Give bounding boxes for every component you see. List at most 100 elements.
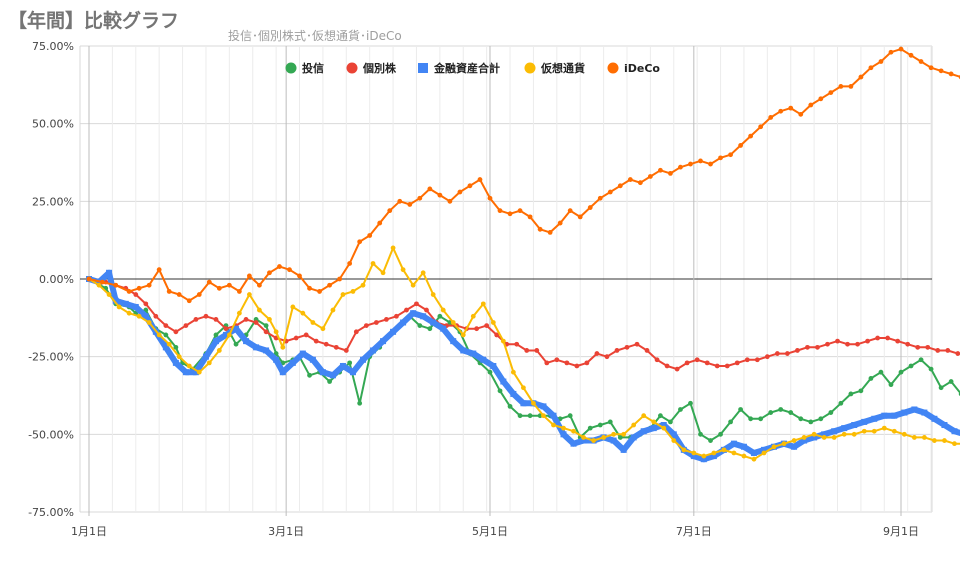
data-point xyxy=(764,354,770,360)
y-tick-label: 50.00% xyxy=(32,118,74,131)
data-point xyxy=(928,65,934,71)
data-point xyxy=(654,357,660,363)
data-point xyxy=(868,376,874,381)
data-point xyxy=(664,363,670,369)
data-point xyxy=(701,453,707,459)
data-point xyxy=(427,186,433,192)
data-point xyxy=(226,332,232,338)
data-point xyxy=(400,267,406,273)
data-point xyxy=(587,205,593,210)
data-point xyxy=(99,279,105,285)
data-point xyxy=(891,412,898,419)
data-point xyxy=(821,431,828,438)
data-point xyxy=(186,298,192,304)
data-point xyxy=(497,208,503,214)
data-point xyxy=(731,450,737,456)
data-point xyxy=(427,326,433,332)
legend-label: 仮想通貨 xyxy=(540,61,585,75)
data-point xyxy=(216,348,222,353)
data-point xyxy=(931,415,938,422)
data-point xyxy=(951,428,958,435)
data-point xyxy=(193,316,199,322)
data-point xyxy=(517,413,523,419)
data-point xyxy=(798,416,804,422)
data-point xyxy=(740,443,747,450)
data-point xyxy=(614,348,620,353)
data-point xyxy=(287,267,292,273)
data-point xyxy=(537,226,543,232)
data-point xyxy=(307,285,312,291)
data-point xyxy=(620,446,627,453)
x-tick-label: 1月1日 xyxy=(71,525,107,538)
data-point xyxy=(437,313,443,319)
y-axis-ticks: 75.00% 50.00% 25.00% 0.00% -25.00% -50.00% -75… xyxy=(28,40,74,519)
data-point xyxy=(494,332,500,338)
data-point xyxy=(818,96,824,102)
data-point xyxy=(143,301,149,307)
data-point xyxy=(730,440,737,447)
data-point xyxy=(340,292,346,297)
data-point xyxy=(788,105,794,111)
data-point xyxy=(805,344,810,350)
data-point xyxy=(828,410,834,415)
data-point xyxy=(570,440,577,447)
data-point xyxy=(113,282,119,288)
data-point xyxy=(678,164,683,170)
data-point xyxy=(236,310,242,316)
data-point xyxy=(861,418,868,425)
data-point xyxy=(447,198,453,204)
data-point xyxy=(360,356,367,363)
data-point xyxy=(861,428,867,434)
data-point xyxy=(698,158,703,164)
data-point xyxy=(474,326,480,332)
data-point xyxy=(624,344,630,350)
data-point xyxy=(112,297,119,304)
data-point xyxy=(835,338,840,344)
data-point xyxy=(888,382,894,388)
data-point xyxy=(394,313,399,319)
data-point xyxy=(186,363,192,369)
data-point xyxy=(303,332,309,338)
data-point xyxy=(871,428,877,434)
data-point xyxy=(317,289,322,294)
data-point xyxy=(450,338,457,345)
data-point xyxy=(678,407,683,412)
data-point xyxy=(267,316,272,322)
data-point xyxy=(116,304,122,310)
data-point xyxy=(681,447,687,453)
data-point xyxy=(580,437,587,444)
data-point xyxy=(484,323,490,328)
data-point xyxy=(420,270,426,276)
x-tick-label: 5月1日 xyxy=(472,525,508,538)
data-point xyxy=(660,422,667,429)
data-point xyxy=(591,438,596,443)
data-point xyxy=(497,388,503,394)
data-point xyxy=(901,431,907,437)
data-point xyxy=(233,341,239,347)
data-point xyxy=(691,450,697,456)
data-point xyxy=(347,261,353,266)
series-line xyxy=(88,278,960,442)
data-point xyxy=(791,438,797,443)
data-point xyxy=(163,332,169,338)
data-point xyxy=(404,307,409,313)
data-point xyxy=(905,341,911,347)
data-point xyxy=(330,307,336,313)
data-point xyxy=(357,400,363,406)
data-point xyxy=(714,363,720,369)
data-point xyxy=(263,323,269,328)
data-point xyxy=(517,208,523,214)
data-point xyxy=(921,435,927,440)
data-point xyxy=(172,359,179,366)
data-point xyxy=(236,289,242,294)
data-point xyxy=(908,52,914,58)
data-point xyxy=(551,422,556,428)
data-point xyxy=(166,289,172,294)
data-point xyxy=(203,313,209,319)
data-point xyxy=(935,348,941,353)
x-tick-label: 3月1日 xyxy=(268,525,304,538)
data-point xyxy=(921,409,928,416)
data-point xyxy=(554,357,560,363)
y-tick-label: 75.00% xyxy=(32,40,74,53)
data-point xyxy=(831,435,837,440)
